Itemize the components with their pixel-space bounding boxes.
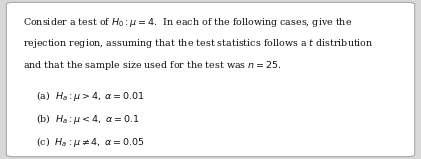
Text: and that the sample size used for the test was $n = 25$.: and that the sample size used for the te…: [23, 59, 282, 72]
Text: Consider a test of $H_0 : \mu = 4$.  In each of the following cases, give the: Consider a test of $H_0 : \mu = 4$. In e…: [23, 16, 352, 29]
Text: (a)  $H_a : \mu > 4, \; \alpha = 0.01$: (a) $H_a : \mu > 4, \; \alpha = 0.01$: [36, 89, 145, 103]
Text: rejection region, assuming that the test statistics follows a $t$ distribution: rejection region, assuming that the test…: [23, 37, 374, 50]
FancyBboxPatch shape: [6, 2, 415, 157]
Text: (c)  $H_a : \mu \neq 4, \; \alpha = 0.05$: (c) $H_a : \mu \neq 4, \; \alpha = 0.05$: [36, 135, 144, 149]
Text: (b)  $H_a : \mu < 4, \; \alpha = 0.1$: (b) $H_a : \mu < 4, \; \alpha = 0.1$: [36, 112, 139, 126]
